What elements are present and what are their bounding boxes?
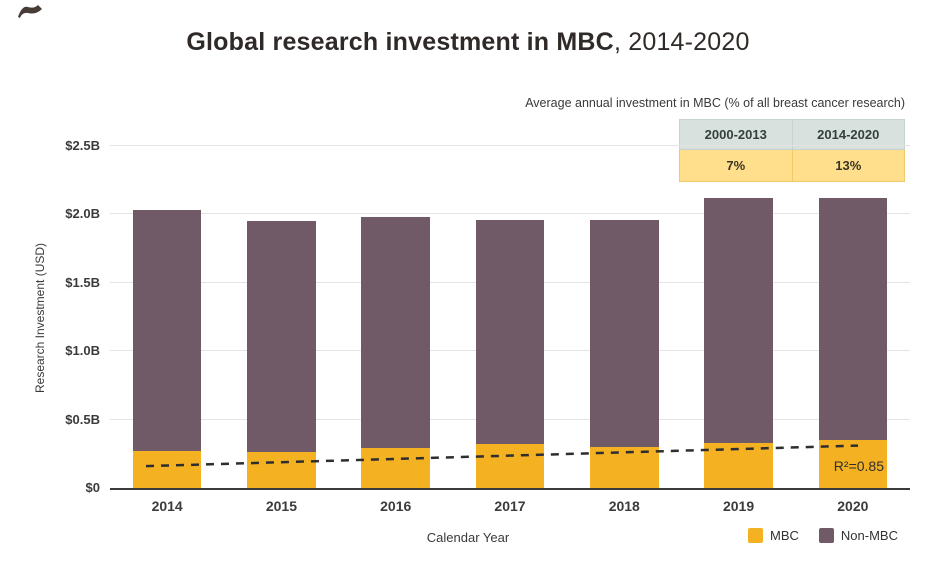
y-tick-label: $0 [85, 480, 100, 495]
y-tick-label: $0.5B [65, 411, 100, 427]
segment-mbc [475, 444, 545, 488]
segment-non-mbc [589, 219, 659, 447]
x-tick-label: 2014 [151, 498, 183, 514]
y-axis-label: Research Investment (USD) [33, 242, 47, 394]
segment-mbc [361, 448, 430, 488]
page-title: Global research investment in MBC, 2014-… [0, 28, 936, 57]
summary-value-2000-2013: 7% [679, 149, 793, 182]
stacked-bar-2019 [704, 198, 773, 488]
stacked-bar-2015 [247, 221, 316, 488]
legend: MBC Non-MBC [748, 528, 898, 543]
bar-slot [796, 146, 910, 488]
y-tick-label: $2.5B [65, 138, 100, 153]
segment-non-mbc [132, 210, 202, 452]
stacked-bar-2017 [475, 219, 545, 488]
y-tick-label: $1.5B [65, 274, 100, 290]
stacked-bar-2016 [361, 217, 430, 488]
summary-header-2014-2020: 2014-2020 [791, 119, 905, 150]
bar-slot [567, 146, 681, 488]
segment-mbc [247, 452, 316, 488]
bar-slot [681, 146, 795, 488]
x-tick-label: 2019 [722, 498, 755, 514]
plot-area: $0 $0.5B $1.0B $1.5B $2.0B $2.5B R²=0.85 [65, 138, 910, 495]
corner-logo-fragment [16, 3, 50, 19]
bar-slot [110, 146, 224, 488]
legend-item-non-mbc: Non-MBC [818, 528, 898, 543]
summary-header-2000-2013: 2000-2013 [679, 119, 793, 150]
summary-table-caption: Average annual investment in MBC (% of a… [525, 96, 905, 110]
x-tick-label: 2018 [608, 498, 640, 514]
y-tick-label: $2.0B [65, 206, 100, 222]
segment-non-mbc [361, 217, 430, 449]
segment-non-mbc [475, 219, 545, 445]
stacked-bar-2018 [589, 219, 659, 488]
x-axis-label: Calendar Year [426, 530, 510, 545]
segment-non-mbc [704, 198, 773, 443]
segment-non-mbc [247, 221, 316, 453]
summary-table-header-row: 2000-2013 2014-2020 [679, 119, 905, 150]
bars [110, 146, 910, 488]
x-tick-label: 2015 [265, 498, 297, 514]
stacked-bar-2014 [132, 210, 202, 488]
summary-table: 2000-2013 2014-2020 7% 13% [679, 119, 905, 182]
gridline [110, 145, 910, 146]
segment-mbc [132, 451, 202, 488]
bar-slot [339, 146, 453, 488]
segment-mbc [704, 442, 773, 488]
legend-swatch [818, 528, 834, 543]
segment-non-mbc [818, 198, 888, 441]
bar-slot [453, 146, 567, 488]
x-tick-label: 2017 [494, 498, 526, 514]
summary-table-value-row: 7% 13% [679, 149, 905, 182]
r-squared-label: R²=0.85 [833, 458, 884, 474]
y-tick-label: $1.0B [65, 343, 100, 359]
x-tick-label: 2020 [837, 498, 869, 514]
title-years: , 2014-2020 [613, 28, 750, 56]
x-tick-label: 2016 [380, 498, 412, 514]
legend-label: Non-MBC [840, 528, 898, 543]
stacked-bar-2020 [818, 198, 888, 488]
bar-slot [224, 146, 338, 488]
legend-label: MBC [770, 528, 799, 543]
summary-value-2014-2020: 13% [791, 149, 905, 182]
gridline [110, 213, 910, 215]
legend-swatch [748, 528, 764, 543]
legend-item-mbc: MBC [748, 528, 799, 543]
x-tick-labels: 2014 2015 2016 2017 2018 2019 2020 [110, 498, 910, 514]
title-main: Global research investment in MBC [186, 28, 614, 56]
segment-mbc [589, 446, 659, 488]
